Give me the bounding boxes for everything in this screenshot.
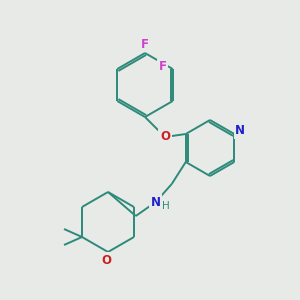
Text: O: O xyxy=(101,254,111,266)
Text: F: F xyxy=(159,61,167,74)
Text: N: N xyxy=(235,124,245,137)
Text: F: F xyxy=(141,38,149,50)
Text: H: H xyxy=(162,201,169,211)
Text: O: O xyxy=(160,130,170,143)
Text: N: N xyxy=(151,196,161,208)
